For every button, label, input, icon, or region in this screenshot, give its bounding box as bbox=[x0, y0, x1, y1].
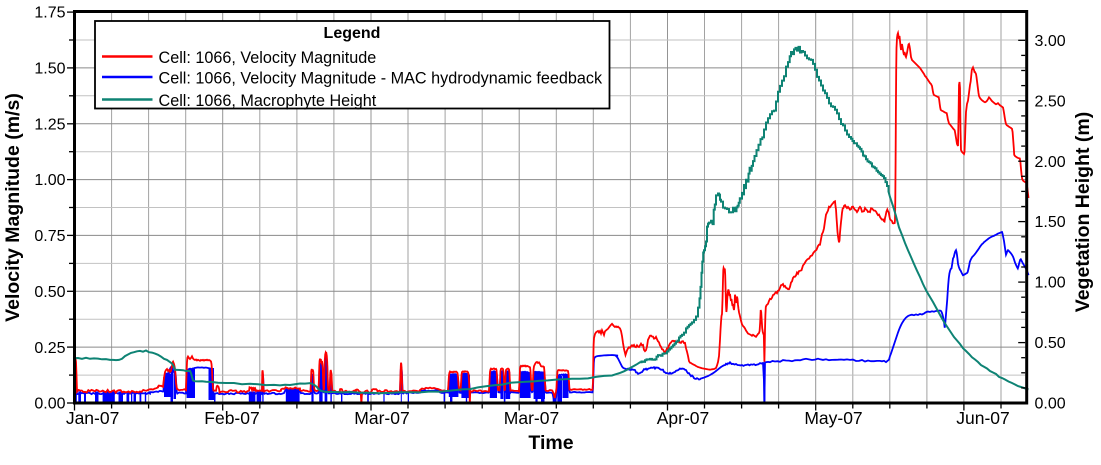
svg-text:Vegetation Height (m): Vegetation Height (m) bbox=[1072, 112, 1094, 312]
svg-text:0.50: 0.50 bbox=[34, 284, 65, 301]
svg-text:Mar-07: Mar-07 bbox=[504, 408, 559, 428]
svg-text:Cell: 1066, Velocity Magnitude: Cell: 1066, Velocity Magnitude bbox=[159, 49, 377, 67]
svg-text:Mar-07: Mar-07 bbox=[354, 408, 409, 428]
svg-text:1.00: 1.00 bbox=[34, 172, 65, 189]
svg-text:Cell: 1066, Velocity Magnitude: Cell: 1066, Velocity Magnitude - MAC hyd… bbox=[159, 69, 603, 87]
svg-text:Apr-07: Apr-07 bbox=[657, 408, 710, 428]
svg-text:0.50: 0.50 bbox=[1035, 335, 1066, 352]
svg-text:Legend: Legend bbox=[324, 25, 381, 42]
svg-text:1.50: 1.50 bbox=[1035, 214, 1066, 231]
svg-text:1.00: 1.00 bbox=[1035, 275, 1066, 292]
svg-text:2.00: 2.00 bbox=[1035, 154, 1066, 171]
svg-text:0.25: 0.25 bbox=[34, 340, 65, 357]
svg-text:2.50: 2.50 bbox=[1035, 93, 1066, 110]
svg-text:1.75: 1.75 bbox=[34, 5, 65, 22]
svg-text:0.75: 0.75 bbox=[34, 228, 65, 245]
svg-text:3.00: 3.00 bbox=[1035, 33, 1066, 50]
svg-text:May-07: May-07 bbox=[804, 408, 862, 428]
svg-text:0.00: 0.00 bbox=[1035, 396, 1066, 413]
svg-text:1.25: 1.25 bbox=[34, 116, 65, 133]
svg-text:Time: Time bbox=[528, 432, 573, 454]
svg-text:Jan-07: Jan-07 bbox=[66, 408, 120, 428]
svg-text:Velocity Magnitude (m/s): Velocity Magnitude (m/s) bbox=[2, 93, 24, 322]
svg-text:Cell: 1066, Macrophyte Height: Cell: 1066, Macrophyte Height bbox=[159, 92, 377, 110]
svg-text:0.00: 0.00 bbox=[34, 396, 65, 413]
svg-text:1.50: 1.50 bbox=[34, 61, 65, 78]
svg-text:Jun-07: Jun-07 bbox=[956, 408, 1010, 428]
svg-text:Feb-07: Feb-07 bbox=[204, 408, 259, 428]
